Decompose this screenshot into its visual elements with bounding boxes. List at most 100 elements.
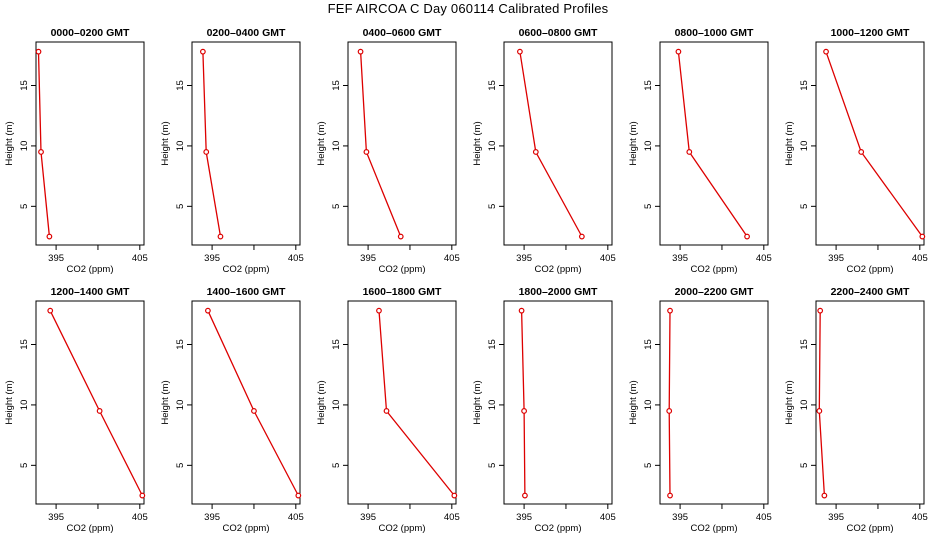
data-point bbox=[532, 149, 539, 155]
x-tick-label: 395 bbox=[48, 253, 64, 264]
x-tick-label: 405 bbox=[444, 253, 460, 264]
y-tick-label: 10 bbox=[19, 141, 30, 152]
data-point bbox=[357, 48, 364, 55]
y-tick-label: 10 bbox=[643, 141, 654, 152]
x-axis-label: CO2 (ppm) bbox=[67, 264, 114, 275]
figure-title: FEF AIRCOA C Day 060114 Calibrated Profi… bbox=[327, 1, 609, 16]
x-axis-label: CO2 (ppm) bbox=[847, 264, 894, 275]
y-tick-label: 5 bbox=[487, 463, 498, 468]
data-point bbox=[383, 408, 390, 414]
y-axis-label: Height (m) bbox=[160, 380, 171, 424]
x-axis-label: CO2 (ppm) bbox=[691, 523, 738, 534]
y-axis-label: Height (m) bbox=[316, 121, 327, 165]
x-tick-label: 405 bbox=[288, 253, 304, 264]
data-point bbox=[521, 408, 527, 414]
x-tick-label: 405 bbox=[600, 512, 616, 523]
panel-11: 2000–2200 GMT 395 405 CO2 (ppm) 5 10 15 Height … bbox=[628, 286, 772, 534]
data-point bbox=[251, 408, 257, 414]
panel-9: 1600–1800 GMT 395 405 CO2 (ppm) 5 10 15 Height … bbox=[316, 286, 460, 534]
plot-frame bbox=[503, 300, 613, 505]
y-tick-label: 15 bbox=[487, 80, 498, 91]
data-point bbox=[666, 408, 673, 414]
y-axis-label: Height (m) bbox=[160, 121, 171, 165]
y-tick-label: 10 bbox=[331, 141, 342, 152]
x-tick-label: 395 bbox=[48, 512, 64, 523]
panel-title: 0400–0600 GMT bbox=[363, 27, 442, 39]
panel-title: 0200–0400 GMT bbox=[207, 27, 286, 39]
y-tick-label: 15 bbox=[799, 339, 810, 350]
series-line bbox=[359, 51, 402, 237]
panel-7: 1200–1400 GMT 395 405 CO2 (ppm) 5 10 15 Height … bbox=[4, 286, 148, 534]
y-tick-label: 5 bbox=[175, 204, 186, 209]
panel-title: 1200–1400 GMT bbox=[51, 286, 130, 298]
x-tick-label: 395 bbox=[828, 253, 844, 264]
y-tick-label: 10 bbox=[799, 400, 810, 411]
x-tick-label: 405 bbox=[912, 512, 928, 523]
y-tick-label: 15 bbox=[19, 339, 30, 350]
x-axis-label: CO2 (ppm) bbox=[223, 523, 270, 534]
data-point bbox=[397, 233, 404, 240]
panel-title: 1400–1600 GMT bbox=[207, 286, 286, 298]
data-point bbox=[817, 307, 824, 314]
x-axis-label: CO2 (ppm) bbox=[691, 264, 738, 275]
x-tick-label: 405 bbox=[756, 253, 772, 264]
panel-6: 1000–1200 GMT 395 405 CO2 (ppm) 5 10 15 Height … bbox=[784, 27, 928, 275]
x-axis-label: CO2 (ppm) bbox=[379, 264, 426, 275]
data-point bbox=[363, 149, 370, 155]
data-point bbox=[451, 492, 458, 499]
y-tick-label: 15 bbox=[487, 339, 498, 350]
panel-3: 0400–0600 GMT 395 405 CO2 (ppm) 5 10 15 Height … bbox=[316, 27, 460, 275]
x-tick-label: 405 bbox=[288, 512, 304, 523]
data-point bbox=[578, 233, 585, 240]
x-tick-label: 405 bbox=[600, 253, 616, 264]
x-axis-label: CO2 (ppm) bbox=[379, 523, 426, 534]
y-tick-label: 15 bbox=[331, 339, 342, 350]
x-tick-label: 405 bbox=[912, 253, 928, 264]
data-point bbox=[522, 492, 528, 499]
data-point bbox=[744, 233, 750, 240]
data-point bbox=[46, 233, 53, 240]
y-tick-label: 10 bbox=[331, 400, 342, 411]
y-tick-label: 5 bbox=[19, 204, 30, 209]
data-point bbox=[667, 307, 673, 314]
y-tick-label: 5 bbox=[331, 204, 342, 209]
plot-frame bbox=[35, 300, 145, 505]
data-point bbox=[205, 307, 211, 314]
data-point bbox=[139, 492, 146, 499]
plot-frame bbox=[815, 41, 925, 246]
panel-1: 0000–0200 GMT 395 405 CO2 (ppm) 5 10 15 Height … bbox=[4, 27, 148, 275]
panel-title: 0800–1000 GMT bbox=[675, 27, 754, 39]
data-point bbox=[821, 492, 828, 499]
y-axis-label: Height (m) bbox=[4, 121, 15, 165]
y-tick-label: 15 bbox=[19, 80, 30, 91]
series-line bbox=[668, 310, 671, 496]
y-tick-label: 15 bbox=[175, 80, 186, 91]
series-line bbox=[677, 51, 748, 237]
x-axis-label: CO2 (ppm) bbox=[535, 523, 582, 534]
y-tick-label: 5 bbox=[19, 463, 30, 468]
x-axis-label: CO2 (ppm) bbox=[847, 523, 894, 534]
data-point bbox=[203, 149, 210, 155]
panel-title: 1800–2000 GMT bbox=[519, 286, 598, 298]
data-point bbox=[47, 307, 54, 314]
y-axis-label: Height (m) bbox=[4, 380, 15, 424]
series-line bbox=[37, 51, 51, 237]
plot-frame bbox=[191, 41, 301, 246]
plot-frame bbox=[659, 300, 769, 505]
y-tick-label: 10 bbox=[175, 141, 186, 152]
y-tick-label: 5 bbox=[643, 463, 654, 468]
x-tick-label: 395 bbox=[828, 512, 844, 523]
y-tick-label: 5 bbox=[799, 204, 810, 209]
y-tick-label: 5 bbox=[331, 463, 342, 468]
data-point bbox=[217, 233, 224, 240]
data-point bbox=[858, 149, 865, 155]
data-point bbox=[816, 408, 823, 414]
y-tick-label: 10 bbox=[19, 400, 30, 411]
plot-frame bbox=[191, 300, 301, 505]
series-line bbox=[519, 51, 583, 237]
y-tick-label: 15 bbox=[643, 80, 654, 91]
panel-4: 0600–0800 GMT 395 405 CO2 (ppm) 5 10 15 Height … bbox=[472, 27, 616, 275]
y-tick-label: 15 bbox=[175, 339, 186, 350]
x-axis-label: CO2 (ppm) bbox=[535, 264, 582, 275]
panel-title: 2000–2200 GMT bbox=[675, 286, 754, 298]
